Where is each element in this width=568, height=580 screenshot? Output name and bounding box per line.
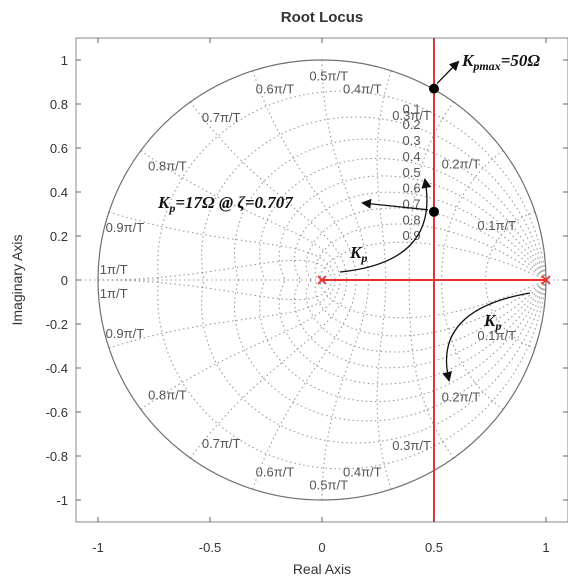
frequency-curve bbox=[408, 280, 455, 459]
frequency-label: 0.3π/T bbox=[392, 108, 431, 123]
frequency-curve bbox=[485, 211, 536, 281]
tick-layer: -1 -0.5 0 0.5 1 1 0.8 0.6 0.4 0.2 0 -0.2 -0.4 -0.6 -0.… bbox=[46, 38, 568, 555]
y-tick-label: -0.2 bbox=[46, 317, 68, 332]
kp17-arrow bbox=[361, 198, 429, 211]
kp-direction-arrow-upper bbox=[339, 178, 432, 273]
frequency-curve bbox=[321, 60, 370, 281]
damping-label: 0.3 bbox=[403, 133, 421, 148]
kp17-label: Kp=17Ω @ ζ=0.707 bbox=[157, 193, 294, 215]
frequency-curve bbox=[189, 101, 348, 281]
chart-title: Root Locus bbox=[281, 9, 364, 26]
damping-curve bbox=[278, 279, 547, 385]
x-tick-label: -1 bbox=[92, 540, 104, 555]
frequency-curve bbox=[252, 70, 357, 281]
frequency-label: 0.5π/T bbox=[309, 478, 348, 493]
damping-curve bbox=[293, 191, 547, 281]
locus-layer bbox=[317, 38, 551, 522]
kpmax-label: Kpmax=50Ω bbox=[461, 51, 540, 73]
annotation-layer: Kpmax=50Ω Kp=17Ω @ ζ=0.707 Kp Kp bbox=[157, 51, 540, 382]
frequency-curve bbox=[140, 279, 341, 410]
frequency-curve bbox=[440, 150, 504, 281]
y-tick-label: -0.6 bbox=[46, 405, 68, 420]
damping-curve bbox=[305, 207, 547, 281]
frequency-label: 0.1π/T bbox=[477, 328, 516, 343]
frequency-curve bbox=[252, 279, 357, 490]
x-tick-label: 0 bbox=[318, 540, 325, 555]
damping-curve bbox=[278, 175, 547, 281]
y-tick-label: -0.8 bbox=[46, 449, 68, 464]
damping-curve bbox=[314, 279, 547, 337]
frequency-label: 0.7π/T bbox=[202, 110, 241, 125]
damping-curve bbox=[201, 116, 547, 281]
damping-curve bbox=[157, 90, 547, 281]
damping-curve bbox=[233, 279, 547, 422]
frequency-curve bbox=[408, 101, 455, 280]
frequency-label: 1π/T bbox=[100, 286, 128, 301]
pole-marker bbox=[317, 275, 327, 285]
frequency-curve bbox=[485, 279, 536, 349]
gain-point bbox=[429, 206, 439, 217]
frequency-label: 0.9π/T bbox=[106, 220, 145, 235]
damping-curve bbox=[233, 138, 547, 281]
zgrid-layer bbox=[76, 60, 568, 500]
x-tick-label: 1 bbox=[542, 540, 549, 555]
damping-label: 0.8 bbox=[403, 212, 421, 227]
damping-label: 0.6 bbox=[403, 181, 421, 196]
frequency-label: 0.9π/T bbox=[106, 326, 145, 341]
frequency-curve bbox=[140, 150, 341, 281]
frequency-curve bbox=[376, 279, 392, 490]
damping-curve bbox=[259, 279, 547, 403]
damping-curve bbox=[259, 157, 547, 281]
damping-curve bbox=[314, 223, 547, 281]
y-tick-label: -0.4 bbox=[46, 361, 68, 376]
damping-curve bbox=[305, 279, 547, 353]
y-tick-label: 0.2 bbox=[50, 229, 68, 244]
x-tick-label: -0.5 bbox=[199, 540, 221, 555]
frequency-label: 0.4π/T bbox=[343, 82, 382, 97]
y-tick-label: 0.6 bbox=[50, 141, 68, 156]
frequency-curve bbox=[321, 279, 370, 500]
frequency-label: 1π/T bbox=[100, 262, 128, 277]
damping-label: 0.4 bbox=[403, 149, 421, 164]
frequency-label: 0.6π/T bbox=[256, 82, 295, 97]
damping-label: 0.2 bbox=[403, 117, 421, 132]
y-tick-label: 0 bbox=[61, 273, 68, 288]
y-tick-label: 0.4 bbox=[50, 185, 68, 200]
frequency-label: 0.7π/T bbox=[202, 436, 241, 451]
y-tick-label: 1 bbox=[61, 53, 68, 68]
x-axis-label: Real Axis bbox=[293, 561, 351, 577]
damping-curve bbox=[157, 279, 547, 470]
x-tick-label: 0.5 bbox=[425, 540, 443, 555]
gain-point bbox=[429, 83, 439, 94]
frequency-curve bbox=[440, 279, 504, 410]
kp-direction-arrow-lower bbox=[442, 292, 531, 382]
grid-label-layer: 0.1π/T 0.1π/T 0.2π/T 0.2π/T 0.3π/T 0.3π/T 0.4π… bbox=[100, 68, 516, 492]
frequency-label: 0.4π/T bbox=[343, 464, 382, 479]
y-tick-label: -1 bbox=[56, 493, 68, 508]
frequency-label: 0.1π/T bbox=[477, 218, 516, 233]
damping-label: 0.9 bbox=[403, 228, 421, 243]
damping-label: 0.1 bbox=[403, 101, 421, 116]
kpmax-arrow bbox=[436, 60, 460, 85]
frequency-label: 0.8π/T bbox=[148, 159, 187, 174]
frequency-label: 0.6π/T bbox=[256, 464, 295, 479]
frequency-label: 0.5π/T bbox=[309, 68, 348, 83]
y-axis-label: Imaginary Axis bbox=[9, 234, 25, 325]
damping-label: 0.5 bbox=[403, 165, 421, 180]
frequency-curve bbox=[376, 70, 392, 281]
damping-curve bbox=[201, 279, 547, 444]
pole-marker bbox=[541, 275, 551, 285]
frequency-label: 0.3π/T bbox=[392, 438, 431, 453]
frequency-label: 0.2π/T bbox=[442, 156, 481, 171]
kp-label-upper: Kp bbox=[349, 243, 367, 265]
frequency-curve bbox=[189, 279, 348, 459]
kp-label-lower: Kp bbox=[483, 311, 501, 333]
frequency-label: 0.2π/T bbox=[442, 390, 481, 405]
damping-curve bbox=[293, 279, 547, 369]
y-tick-label: 0.8 bbox=[50, 97, 68, 112]
frequency-label: 0.8π/T bbox=[148, 387, 187, 402]
